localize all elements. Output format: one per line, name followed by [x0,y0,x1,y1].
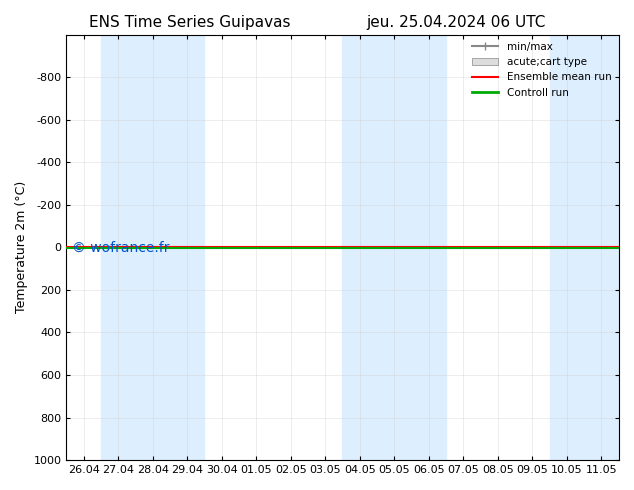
Text: jeu. 25.04.2024 06 UTC: jeu. 25.04.2024 06 UTC [367,15,546,30]
Text: ENS Time Series Guipavas: ENS Time Series Guipavas [89,15,291,30]
Y-axis label: Temperature 2m (°C): Temperature 2m (°C) [15,181,28,314]
Bar [101,35,204,460]
Bar [550,35,619,460]
Legend: min/max, acute;cart type, Ensemble mean run, Controll run: min/max, acute;cart type, Ensemble mean … [468,38,616,102]
Text: © wofrance.fr: © wofrance.fr [72,241,169,254]
Bar [342,35,446,460]
